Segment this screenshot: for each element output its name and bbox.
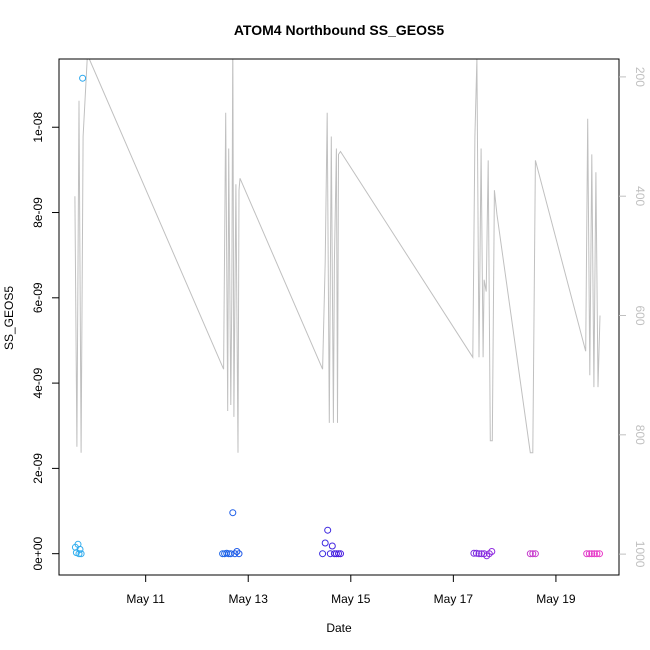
y-tick-label: 2e-09 xyxy=(31,453,45,484)
data-point xyxy=(596,550,603,558)
x-tick-label: May 11 xyxy=(126,592,165,606)
y2-tick-label: 400 xyxy=(633,186,647,206)
x-axis: May 11 May 13 May 15 May 17 May 19 xyxy=(126,575,576,606)
depth-line xyxy=(74,59,601,454)
x-axis-label: Date xyxy=(326,621,352,635)
data-point xyxy=(231,550,239,558)
data-point xyxy=(76,545,84,553)
data-point xyxy=(583,550,591,558)
y2-tick-label: 800 xyxy=(633,425,647,445)
data-point xyxy=(472,549,480,557)
data-point xyxy=(593,550,601,558)
y2-tick-label: 200 xyxy=(633,67,647,87)
data-point xyxy=(588,550,596,558)
data-point xyxy=(75,550,83,558)
plot-frame xyxy=(58,58,620,576)
y-axis-label: SS_GEOS5 xyxy=(2,286,16,350)
data-point xyxy=(526,550,534,558)
data-point xyxy=(337,550,344,558)
ocean-depth-line-layer xyxy=(74,59,601,454)
x-tick-label: May 19 xyxy=(536,592,576,606)
y-axis-right: 200 400 600 800 1000 xyxy=(619,67,647,568)
x-tick-label: May 13 xyxy=(229,592,269,606)
data-point xyxy=(229,509,237,517)
data-point xyxy=(488,548,496,555)
data-point xyxy=(475,550,483,558)
data-point xyxy=(79,74,87,82)
data-point xyxy=(335,550,342,558)
data-point xyxy=(590,550,598,558)
data-point xyxy=(321,539,329,547)
data-point xyxy=(324,526,332,534)
y-tick-label: 0e+00 xyxy=(31,536,45,570)
data-point xyxy=(529,550,537,558)
y2-tick-label: 1000 xyxy=(633,541,647,568)
data-points-layer xyxy=(71,74,603,560)
data-point xyxy=(332,550,340,558)
chart-title: ATOM4 Northbound SS_GEOS5 xyxy=(234,22,444,38)
data-point xyxy=(328,542,336,550)
y-tick-label: 4e-09 xyxy=(31,367,45,398)
data-point xyxy=(585,550,593,558)
y2-tick-label: 600 xyxy=(633,305,647,325)
data-point xyxy=(227,550,235,558)
y-tick-label: 6e-09 xyxy=(31,282,45,313)
y-axis-left: 0e+00 2e-09 4e-09 6e-09 8e-09 1e-08 xyxy=(31,112,59,571)
data-point xyxy=(531,550,539,558)
y-tick-label: 8e-09 xyxy=(31,197,45,228)
x-tick-label: May 15 xyxy=(331,592,371,606)
data-point xyxy=(470,549,478,557)
data-point xyxy=(319,550,327,558)
data-point xyxy=(233,548,241,555)
data-point xyxy=(235,550,243,558)
y-tick-label: 1e-08 xyxy=(31,112,45,143)
x-tick-label: May 17 xyxy=(434,592,474,606)
data-point xyxy=(77,550,85,558)
